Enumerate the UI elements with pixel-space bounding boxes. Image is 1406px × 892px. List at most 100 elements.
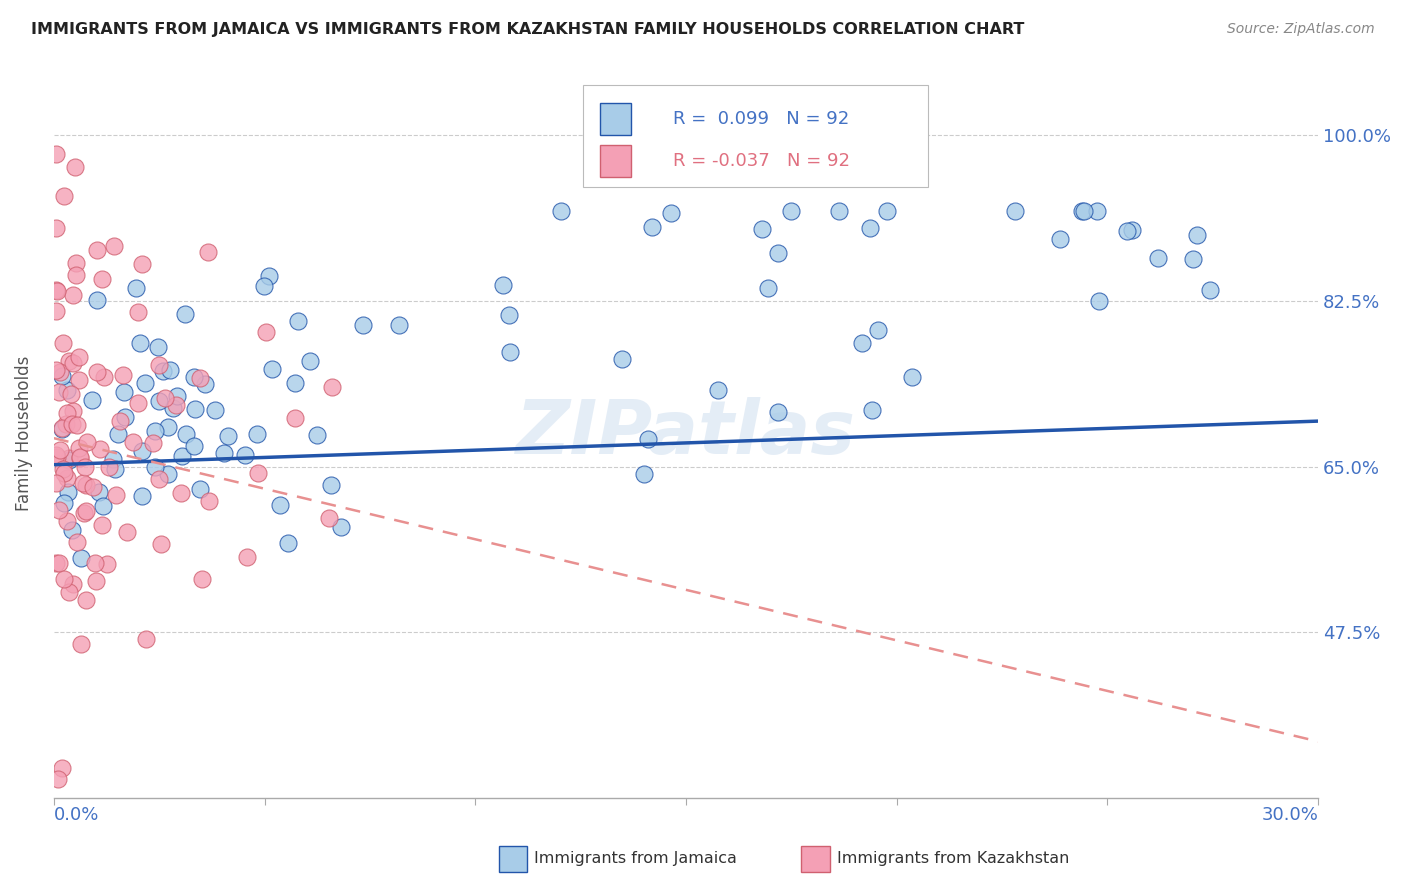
Point <box>56 470 79 484</box>
Point <box>53 572 76 586</box>
Point <box>1116 224 1139 238</box>
Point <box>492 277 515 292</box>
Text: Immigrants from Kazakhstan: Immigrants from Kazakhstan <box>837 852 1069 866</box>
Point <box>768 405 790 419</box>
Point <box>62 577 84 591</box>
Point <box>55 406 77 420</box>
Point <box>122 435 145 450</box>
Point <box>70 550 93 565</box>
Text: R =  0.099   N = 92: R = 0.099 N = 92 <box>673 110 849 128</box>
Point <box>45 449 67 463</box>
Point <box>212 445 235 459</box>
Point <box>641 219 664 234</box>
Point <box>329 520 352 534</box>
Point <box>633 467 655 481</box>
Point <box>305 428 328 442</box>
Point <box>284 376 307 391</box>
Point <box>284 411 307 425</box>
Point <box>45 363 67 377</box>
Point <box>149 536 172 550</box>
Point <box>184 402 207 417</box>
Point <box>756 280 779 294</box>
Point <box>194 376 217 391</box>
Point <box>91 272 114 286</box>
Text: Source: ZipAtlas.com: Source: ZipAtlas.com <box>1227 22 1375 37</box>
Point <box>183 370 205 384</box>
Point <box>72 475 94 490</box>
Point <box>89 442 111 457</box>
Point <box>866 323 889 337</box>
Point <box>247 466 270 480</box>
Point <box>51 368 73 383</box>
Point <box>1147 251 1170 265</box>
Point <box>66 417 89 432</box>
Point <box>143 424 166 438</box>
Point <box>134 376 156 391</box>
Point <box>103 239 125 253</box>
Point <box>498 345 520 359</box>
Point <box>127 305 149 319</box>
Text: 30.0%: 30.0% <box>1261 806 1319 824</box>
Point <box>53 495 76 509</box>
Point <box>1004 203 1026 218</box>
Point <box>73 506 96 520</box>
Point <box>637 432 659 446</box>
Point <box>84 557 107 571</box>
Point <box>114 409 136 424</box>
Point <box>135 632 157 646</box>
Point <box>46 285 69 299</box>
Point <box>260 362 283 376</box>
Point <box>217 429 239 443</box>
Point <box>48 556 70 570</box>
Point <box>51 421 73 435</box>
Point <box>97 460 120 475</box>
Point <box>246 426 269 441</box>
Point <box>80 392 103 407</box>
Point <box>65 256 87 270</box>
Point <box>1199 284 1222 298</box>
Point <box>191 572 214 586</box>
Point <box>129 336 152 351</box>
Point <box>142 436 165 450</box>
Point <box>152 363 174 377</box>
Point <box>159 363 181 377</box>
Point <box>45 283 67 297</box>
Point <box>318 511 340 525</box>
Point <box>170 449 193 463</box>
Point <box>49 442 72 457</box>
Point <box>62 404 84 418</box>
Point <box>45 146 67 161</box>
Point <box>56 514 79 528</box>
Point <box>62 288 84 302</box>
Point <box>153 391 176 405</box>
Point <box>59 387 82 401</box>
Point <box>1085 203 1108 218</box>
Point <box>70 637 93 651</box>
Point <box>93 369 115 384</box>
Point <box>707 383 730 397</box>
Point <box>190 483 212 497</box>
Point <box>766 246 789 260</box>
Point <box>1088 294 1111 309</box>
Point <box>86 365 108 379</box>
Point <box>51 761 73 775</box>
Point <box>148 358 170 372</box>
Point <box>1185 227 1208 242</box>
Point <box>107 427 129 442</box>
Point <box>56 485 79 500</box>
Point <box>269 498 291 512</box>
Point <box>165 398 187 412</box>
Point <box>86 574 108 589</box>
Point <box>73 459 96 474</box>
Point <box>1073 203 1095 218</box>
Text: R = -0.037   N = 92: R = -0.037 N = 92 <box>673 152 851 169</box>
Point <box>75 504 97 518</box>
Point <box>259 269 281 284</box>
Point <box>388 318 411 333</box>
Point <box>67 373 90 387</box>
Point <box>252 279 274 293</box>
Point <box>1181 252 1204 267</box>
Point <box>55 417 77 431</box>
Point <box>67 441 90 455</box>
Point <box>197 493 219 508</box>
